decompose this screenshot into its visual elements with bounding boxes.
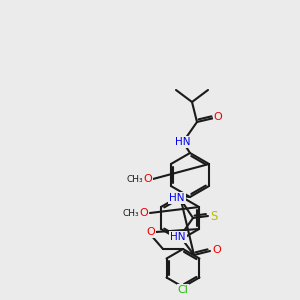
Text: O: O [147, 227, 155, 237]
Text: O: O [214, 112, 222, 122]
Text: Cl: Cl [178, 285, 188, 295]
Text: O: O [140, 208, 148, 218]
Text: S: S [210, 209, 218, 223]
Text: CH₃: CH₃ [123, 208, 139, 217]
Text: HN: HN [169, 193, 185, 203]
Text: O: O [144, 174, 152, 184]
Text: O: O [213, 245, 221, 255]
Text: HN: HN [175, 137, 191, 147]
Text: CH₃: CH₃ [127, 175, 143, 184]
Text: HN: HN [170, 232, 186, 242]
